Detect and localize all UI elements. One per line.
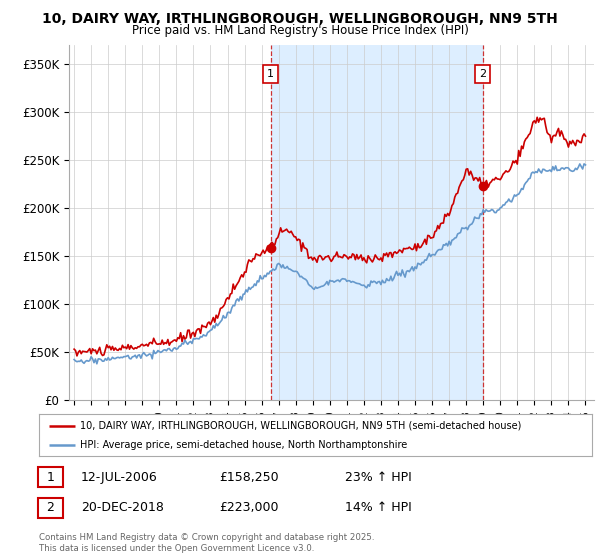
Text: 1: 1 xyxy=(46,470,55,484)
Text: 12-JUL-2006: 12-JUL-2006 xyxy=(81,470,158,484)
Text: 20-DEC-2018: 20-DEC-2018 xyxy=(81,501,164,515)
Text: 2: 2 xyxy=(479,69,486,78)
Text: Contains HM Land Registry data © Crown copyright and database right 2025.
This d: Contains HM Land Registry data © Crown c… xyxy=(39,533,374,553)
Text: 14% ↑ HPI: 14% ↑ HPI xyxy=(345,501,412,515)
Text: £158,250: £158,250 xyxy=(219,470,278,484)
Text: 10, DAIRY WAY, IRTHLINGBOROUGH, WELLINGBOROUGH, NN9 5TH: 10, DAIRY WAY, IRTHLINGBOROUGH, WELLINGB… xyxy=(42,12,558,26)
Text: HPI: Average price, semi-detached house, North Northamptonshire: HPI: Average price, semi-detached house,… xyxy=(80,440,408,450)
Text: 1: 1 xyxy=(267,69,274,78)
Text: 23% ↑ HPI: 23% ↑ HPI xyxy=(345,470,412,484)
Bar xyxy=(271,45,482,400)
Text: 2: 2 xyxy=(46,501,55,515)
Text: 10, DAIRY WAY, IRTHLINGBOROUGH, WELLINGBOROUGH, NN9 5TH (semi-detached house): 10, DAIRY WAY, IRTHLINGBOROUGH, WELLINGB… xyxy=(80,421,522,431)
Text: Price paid vs. HM Land Registry's House Price Index (HPI): Price paid vs. HM Land Registry's House … xyxy=(131,24,469,36)
Text: £223,000: £223,000 xyxy=(219,501,278,515)
